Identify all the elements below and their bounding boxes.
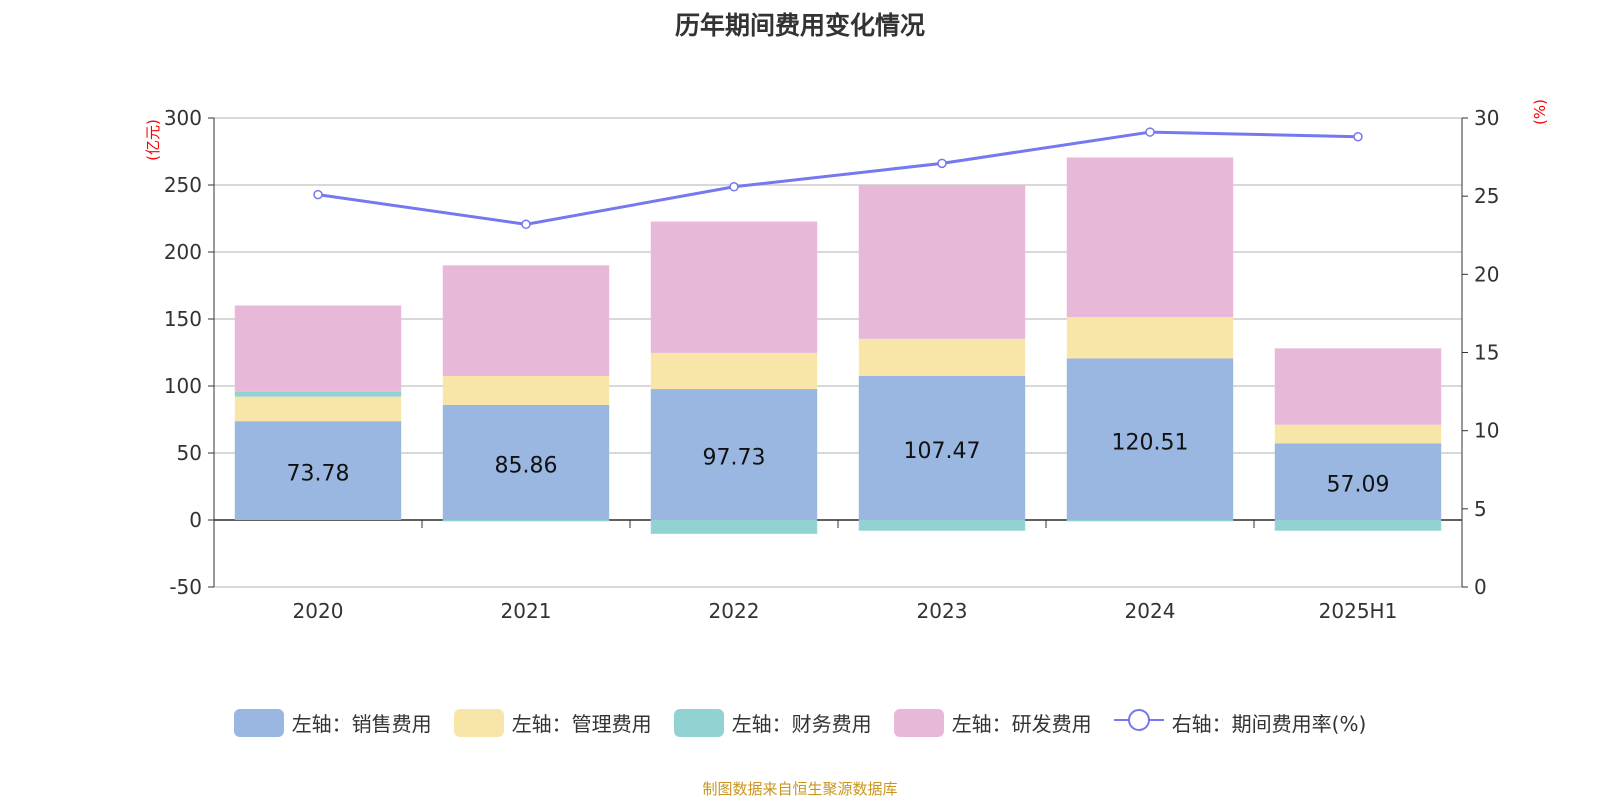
left-tick-label: 150 xyxy=(164,307,202,331)
left-tick-label: 250 xyxy=(164,173,202,197)
bar-data-label: 73.78 xyxy=(287,462,350,487)
legend-label: 左轴：财务费用 xyxy=(731,712,872,736)
right-tick-label: 5 xyxy=(1474,497,1487,521)
bar-segment xyxy=(650,520,818,534)
source-note: 制图数据来自恒生聚源数据库 xyxy=(702,780,898,798)
rate-point xyxy=(1145,127,1155,137)
legend-label: 左轴：管理费用 xyxy=(511,712,652,736)
rate-point xyxy=(313,189,323,200)
left-tick-label: -50 xyxy=(169,575,202,599)
bar-segment xyxy=(1274,443,1442,520)
x-tick-label: 2024 xyxy=(1125,599,1176,623)
bar-segment xyxy=(1066,157,1234,317)
bar-data-label: 85.86 xyxy=(495,453,558,478)
right-tick-label: 30 xyxy=(1474,106,1499,130)
x-tick-label: 2023 xyxy=(917,599,968,623)
rate-point xyxy=(521,219,531,230)
legend-item[interactable]: 右轴：期间费用率(%) xyxy=(1113,706,1367,739)
bar-segment xyxy=(234,396,402,422)
left-axis-label: (亿元) xyxy=(144,119,162,161)
left-tick-label: 0 xyxy=(189,508,202,532)
x-tick-label: 2020 xyxy=(293,599,344,623)
bar-segment xyxy=(234,391,402,397)
legend-item[interactable]: 左轴：财务费用 xyxy=(673,706,872,739)
bar-segment xyxy=(858,185,1026,339)
bar-data-label: 57.09 xyxy=(1327,473,1390,498)
chart-title: 历年期间费用变化情况 xyxy=(674,11,925,40)
legend-swatch xyxy=(233,708,284,737)
legend-swatch xyxy=(893,708,944,737)
bar-segment xyxy=(650,352,818,390)
bar-data-label: 107.47 xyxy=(904,439,981,464)
bar-segment xyxy=(858,338,1026,376)
legend-item[interactable]: 左轴：销售费用 xyxy=(233,706,432,739)
bar-segment xyxy=(650,221,818,353)
bar-segment xyxy=(858,375,1026,520)
x-tick-label: 2025H1 xyxy=(1319,599,1398,623)
right-tick-label: 20 xyxy=(1474,262,1499,286)
right-tick-label: 25 xyxy=(1474,184,1499,208)
chart-plot: -50 0 50 100 150 200 250 300 0 5 10 15 20 25 30 (亿元) (%)… xyxy=(144,99,1549,623)
right-axis-label: (%) xyxy=(1531,99,1549,125)
bar-segment xyxy=(442,520,610,522)
legend-item[interactable]: 左轴：管理费用 xyxy=(453,706,652,739)
right-tick-label: 0 xyxy=(1474,575,1487,599)
legend-item[interactable]: 左轴：研发费用 xyxy=(893,706,1092,739)
left-tick-label: 50 xyxy=(177,441,202,465)
bar-segment xyxy=(1066,358,1234,520)
legend-swatch xyxy=(453,708,504,737)
bar-segment xyxy=(442,265,610,377)
bar-segment xyxy=(650,389,818,520)
legend-label: 右轴：期间费用率(%) xyxy=(1171,712,1367,736)
legend-label: 左轴：销售费用 xyxy=(291,712,432,736)
right-tick-label: 15 xyxy=(1474,341,1499,365)
bar-segment xyxy=(1274,348,1442,425)
left-tick-label: 300 xyxy=(164,106,202,130)
legend-line-marker-icon xyxy=(1113,706,1164,739)
rate-point xyxy=(1353,132,1363,142)
bar-segment xyxy=(1066,520,1234,522)
bar-data-label: 120.51 xyxy=(1112,430,1189,455)
bar-segment xyxy=(234,305,402,392)
rate-point xyxy=(937,158,947,169)
bar-segment xyxy=(442,376,610,405)
legend-swatch xyxy=(673,708,724,737)
bar-segment xyxy=(1066,316,1234,359)
legend-label: 左轴：研发费用 xyxy=(951,712,1092,736)
rate-line xyxy=(317,130,1359,226)
left-tick-label: 200 xyxy=(164,240,202,264)
bar-data-label: 97.73 xyxy=(703,446,766,471)
rate-point xyxy=(729,182,739,192)
left-tick-label: 100 xyxy=(164,374,202,398)
x-tick-label: 2021 xyxy=(501,599,552,623)
bar-segment xyxy=(858,520,1026,531)
right-tick-label: 10 xyxy=(1474,419,1499,443)
x-tick-label: 2022 xyxy=(709,599,760,623)
bar-segment xyxy=(442,404,610,520)
bar-segment xyxy=(234,421,402,520)
legend: 左轴：销售费用 左轴：管理费用 左轴：财务费用 左轴：研发费用 右轴：期间费用率(%) xyxy=(0,706,1600,739)
bar-segment xyxy=(1274,520,1442,531)
bar-segment xyxy=(1274,424,1442,444)
